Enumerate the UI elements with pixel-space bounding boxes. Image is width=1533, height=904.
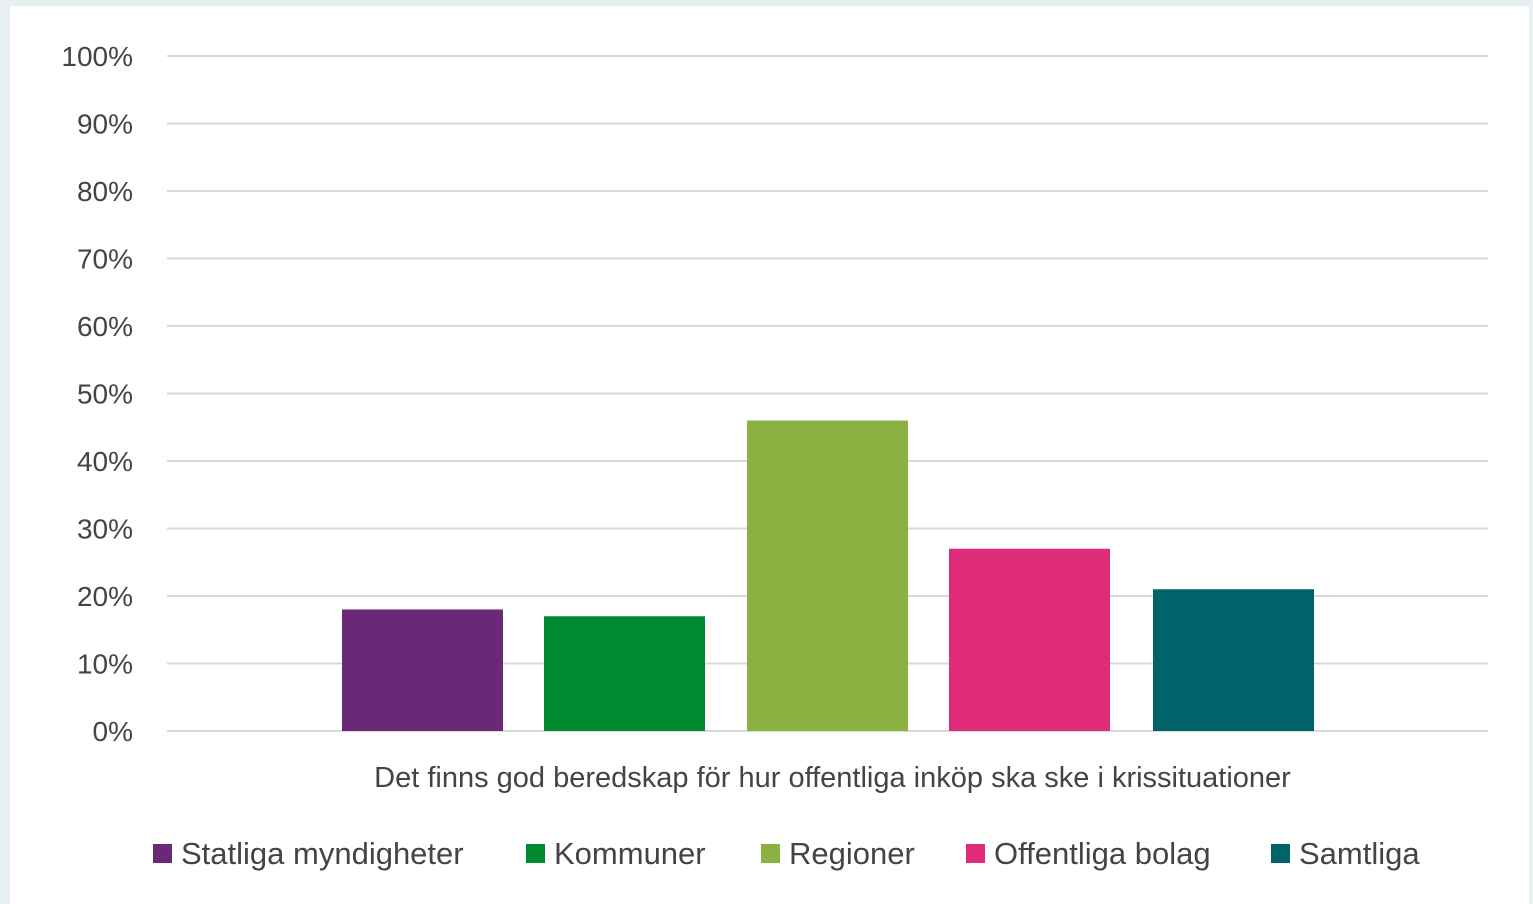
y-tick-label: 100% [61, 41, 133, 72]
legend-swatch [153, 844, 172, 863]
y-tick-label: 40% [77, 446, 133, 477]
legend-label: Kommuner [554, 836, 706, 871]
bar-4 [1153, 589, 1314, 731]
legend-label: Samtliga [1299, 836, 1420, 871]
y-tick-label: 60% [77, 311, 133, 342]
y-tick-label: 10% [77, 649, 133, 680]
y-tick-label: 20% [77, 581, 133, 612]
legend-label: Regioner [789, 836, 915, 871]
bar-0 [342, 610, 503, 732]
legend-swatch [761, 844, 780, 863]
y-tick-label: 0% [93, 716, 133, 747]
y-tick-label: 50% [77, 379, 133, 410]
x-category-label: Det finns god beredskap för hur offentli… [374, 762, 1291, 794]
bar-2 [747, 421, 908, 732]
y-tick-label: 90% [77, 109, 133, 140]
legend-swatch [526, 844, 545, 863]
legend-label: Statliga myndigheter [181, 836, 464, 871]
bar-3 [949, 549, 1110, 731]
legend-label: Offentliga bolag [994, 836, 1211, 871]
chart-card: 0% 10% 20% 30% 40% 50% 60% 70% 80% 90% 100% Det fin… [10, 6, 1529, 904]
bar-chart: 0% 10% 20% 30% 40% 50% 60% 70% 80% 90% 100% Det fin… [10, 6, 1529, 904]
y-tick-label: 80% [77, 176, 133, 207]
legend-swatch [1271, 844, 1290, 863]
y-tick-label: 30% [77, 514, 133, 545]
y-tick-label: 70% [77, 244, 133, 275]
legend-swatch [966, 844, 985, 863]
bar-1 [544, 616, 705, 731]
